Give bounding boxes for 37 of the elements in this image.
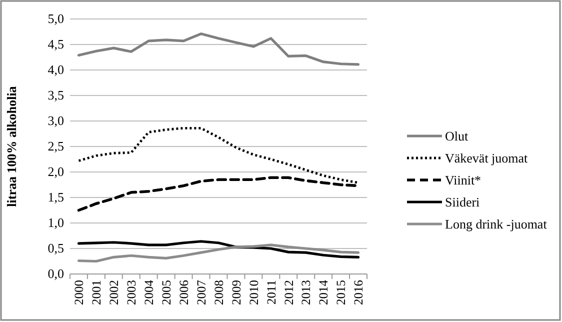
x-tick-label: 2005 [159, 280, 174, 305]
x-tick-label: 2004 [142, 279, 156, 305]
legend-label: Viinit* [445, 172, 482, 188]
x-tick-label: 2013 [299, 280, 314, 305]
x-tick-label: 2015 [334, 280, 348, 305]
y-tick-label: 1,5 [48, 190, 64, 205]
legend-label: Olut [445, 128, 468, 144]
legend-label: Siideri [445, 194, 480, 210]
x-tick-label: 2012 [282, 280, 296, 305]
x-tick-label: 2009 [229, 280, 244, 305]
line-series [77, 240, 360, 258]
legend-label: Väkevät juomat [445, 150, 528, 166]
line-series [77, 32, 360, 66]
y-tick-label: 3,0 [48, 113, 64, 128]
x-tick-label: 2003 [124, 280, 139, 305]
y-tick-label: 1,0 [48, 215, 64, 230]
y-tick-label: 4,5 [48, 36, 64, 52]
y-tick-label: 4,0 [48, 62, 64, 78]
y-tick-label: 0,0 [48, 266, 64, 282]
y-tick-label: 0,5 [48, 240, 64, 256]
x-tick-label: 2002 [107, 280, 122, 305]
line-series [77, 244, 360, 263]
y-tick-label: 5,0 [48, 11, 64, 26]
y-tick-label: 3,5 [48, 88, 64, 103]
legend-label: Long drink -juomat [445, 216, 548, 232]
y-axis-title: litraa 100% alkoholia [4, 86, 19, 207]
x-tick-label: 2001 [90, 280, 104, 305]
x-tick-label: 2011 [264, 280, 278, 305]
x-tick-label: 2010 [246, 280, 261, 305]
x-tick-label: 2007 [194, 280, 208, 305]
x-tick-label: 2000 [72, 280, 86, 305]
x-tick-label: 2006 [176, 280, 191, 305]
y-tick-label: 2,0 [48, 164, 64, 180]
x-tick-label: 2016 [352, 280, 366, 305]
x-tick-label: 2014 [316, 279, 331, 305]
x-tick-label: 2008 [212, 280, 226, 305]
y-tick-label: 2,5 [48, 138, 64, 154]
